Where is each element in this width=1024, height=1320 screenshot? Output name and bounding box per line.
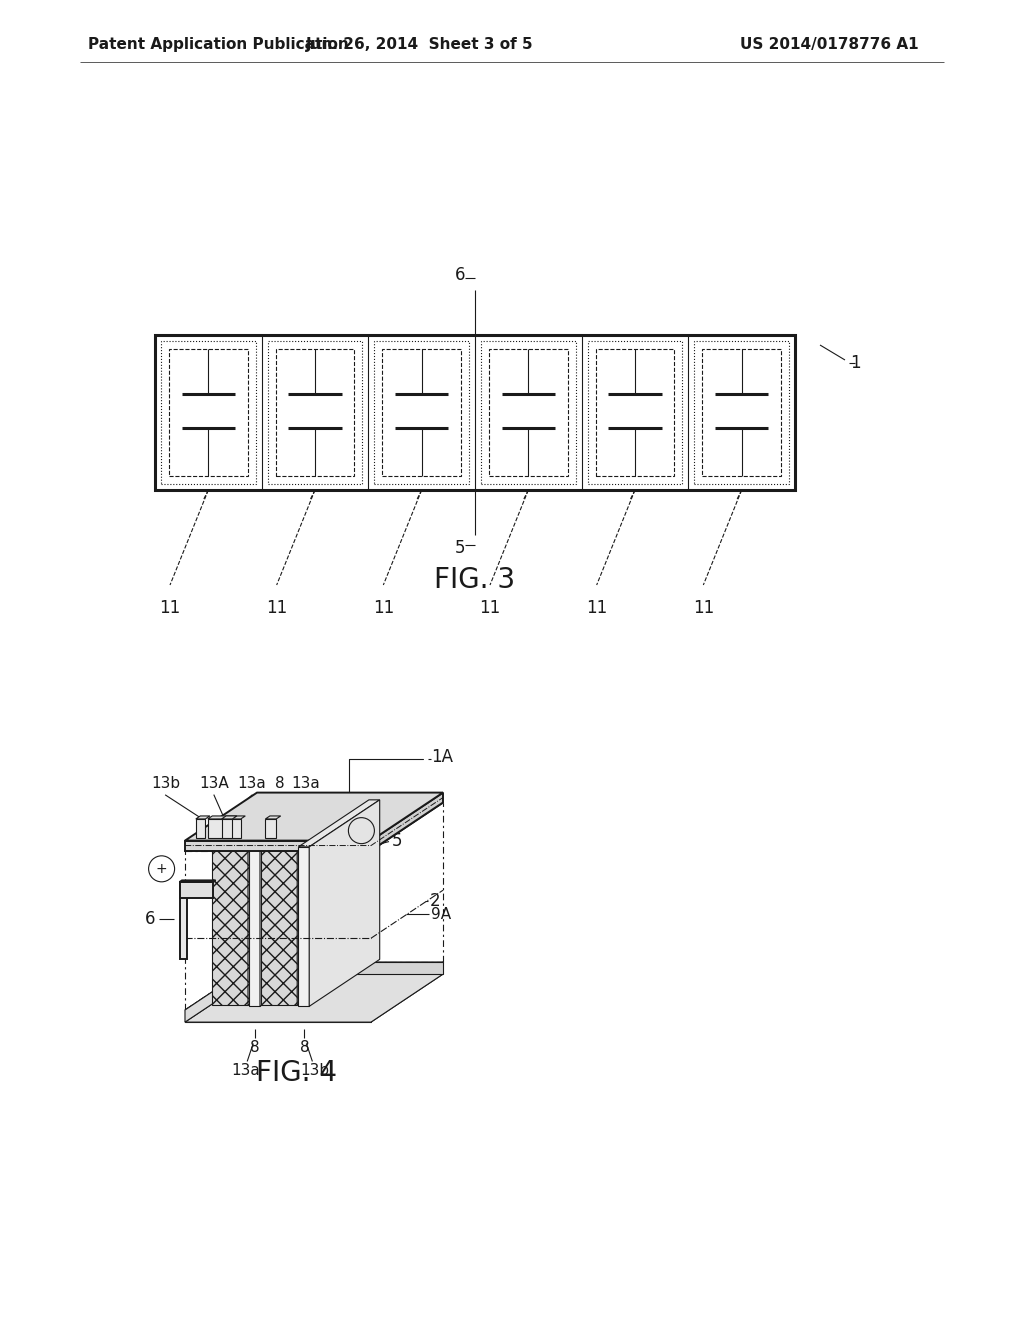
Bar [275,348,354,477]
Polygon shape [221,818,232,838]
Text: 11: 11 [324,907,343,923]
Text: 8: 8 [300,1040,309,1055]
Polygon shape [208,818,241,838]
Polygon shape [185,803,443,850]
Polygon shape [185,1010,371,1022]
Polygon shape [309,800,380,1006]
Polygon shape [265,818,276,838]
Polygon shape [261,849,297,1006]
Polygon shape [185,792,443,841]
Text: 7: 7 [217,969,227,986]
Polygon shape [196,816,210,818]
Text: US 2014/0178776 A1: US 2014/0178776 A1 [740,37,919,53]
Text: 11: 11 [479,599,501,616]
Bar [481,341,575,484]
Text: 8: 8 [251,1040,260,1055]
Text: 13b: 13b [300,1064,329,1078]
Bar [375,341,469,484]
Bar [155,335,795,490]
Bar [382,348,461,477]
Polygon shape [260,800,331,1006]
Text: 2: 2 [430,892,440,911]
Text: 5: 5 [392,832,402,850]
Polygon shape [185,962,443,1010]
Polygon shape [249,847,260,1006]
Bar [596,348,675,477]
Polygon shape [297,801,368,1006]
Text: 5: 5 [455,539,465,557]
Text: 13A: 13A [199,776,229,791]
Polygon shape [257,962,443,974]
Polygon shape [298,800,380,847]
Polygon shape [185,962,257,1022]
Polygon shape [248,801,318,1006]
Polygon shape [185,841,371,850]
Bar [588,341,682,484]
Text: 1A: 1A [431,748,453,767]
Text: 13b: 13b [151,776,180,791]
Text: Jun. 26, 2014  Sheet 3 of 5: Jun. 26, 2014 Sheet 3 of 5 [306,37,534,53]
Polygon shape [208,816,246,818]
Polygon shape [298,847,309,1006]
Text: Patent Application Publication: Patent Application Publication [88,37,349,53]
Bar [694,341,790,484]
Text: 11: 11 [692,599,714,616]
Polygon shape [261,801,368,849]
Text: −: − [354,821,369,840]
Bar [489,348,567,477]
Polygon shape [179,882,213,898]
Text: 13a: 13a [230,1064,259,1078]
Text: FIG. 3: FIG. 3 [434,566,515,594]
Polygon shape [371,792,443,850]
Polygon shape [179,882,187,958]
Polygon shape [249,800,331,847]
Polygon shape [221,816,237,818]
Polygon shape [265,816,281,818]
Text: 11: 11 [266,599,288,616]
Text: 11: 11 [586,599,607,616]
Text: 11: 11 [160,599,180,616]
Text: 11: 11 [216,907,234,923]
Text: +: + [156,862,167,876]
Polygon shape [179,880,216,882]
Text: 8: 8 [275,776,285,791]
Text: 13a: 13a [292,776,321,791]
Text: 13a: 13a [238,776,266,791]
Polygon shape [196,818,206,838]
Text: FIG. 4: FIG. 4 [256,1059,337,1086]
Polygon shape [212,801,318,849]
Text: 11: 11 [373,599,394,616]
Text: 6: 6 [145,909,156,928]
Bar [267,341,362,484]
Text: 1: 1 [850,354,860,372]
Polygon shape [212,849,248,1006]
Text: 9A: 9A [431,907,452,921]
Bar [169,348,248,477]
Bar [702,348,781,477]
Bar [161,341,256,484]
Text: 6: 6 [455,267,465,284]
Polygon shape [185,974,443,1022]
Polygon shape [371,962,443,1022]
